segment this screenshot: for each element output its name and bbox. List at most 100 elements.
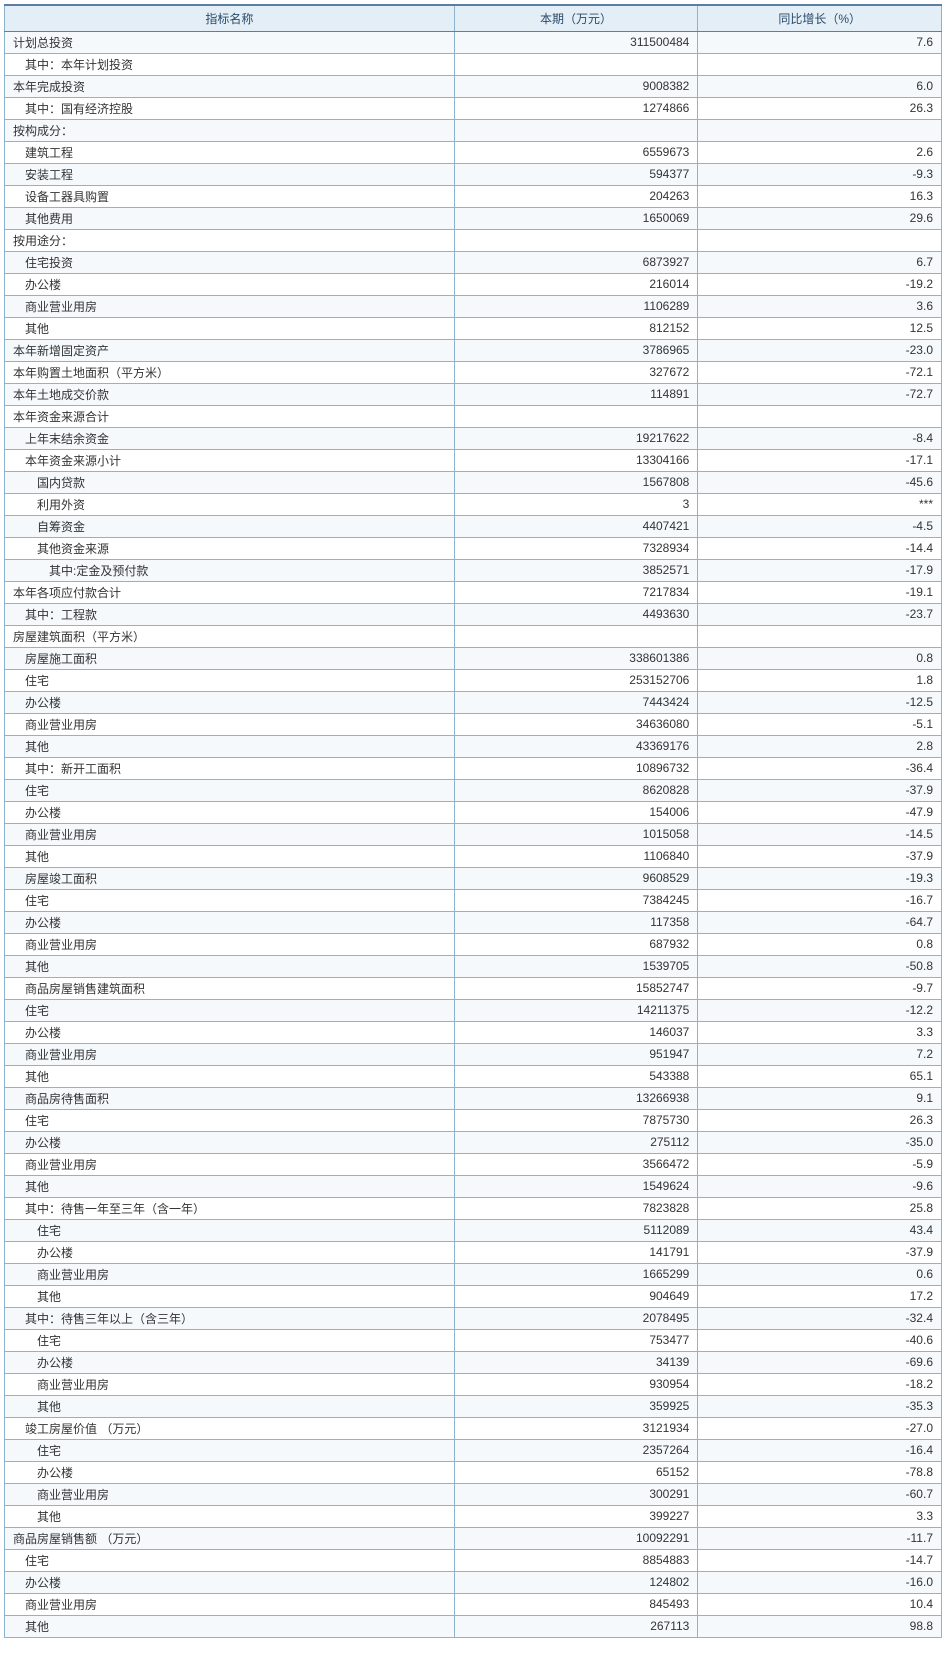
cell-yoy-growth: -35.3 — [698, 1395, 942, 1417]
table-row: 其中：国有经济控股127486626.3 — [5, 97, 942, 119]
cell-yoy-growth: -19.1 — [698, 581, 942, 603]
cell-yoy-growth: -4.5 — [698, 515, 942, 537]
table-row: 商业营业用房300291-60.7 — [5, 1483, 942, 1505]
table-row: 本年完成投资90083826.0 — [5, 75, 942, 97]
table-row: 办公楼141791-37.9 — [5, 1241, 942, 1263]
cell-indicator-name: 商业营业用房 — [5, 713, 455, 735]
cell-yoy-growth: 12.5 — [698, 317, 942, 339]
cell-indicator-name: 商业营业用房 — [5, 1263, 455, 1285]
table-row: 其他费用165006929.6 — [5, 207, 942, 229]
cell-yoy-growth: -32.4 — [698, 1307, 942, 1329]
cell-yoy-growth: -37.9 — [698, 1241, 942, 1263]
cell-period-value — [454, 405, 698, 427]
cell-yoy-growth: 26.3 — [698, 97, 942, 119]
cell-indicator-name: 商业营业用房 — [5, 1373, 455, 1395]
cell-period-value: 10896732 — [454, 757, 698, 779]
table-row: 按用途分： — [5, 229, 942, 251]
cell-period-value: 812152 — [454, 317, 698, 339]
cell-period-value: 3121934 — [454, 1417, 698, 1439]
cell-indicator-name: 住宅 — [5, 999, 455, 1021]
cell-indicator-name: 住宅 — [5, 889, 455, 911]
cell-yoy-growth: *** — [698, 493, 942, 515]
table-row: 住宅2357264-16.4 — [5, 1439, 942, 1461]
table-row: 办公楼275112-35.0 — [5, 1131, 942, 1153]
cell-indicator-name: 本年资金来源合计 — [5, 405, 455, 427]
cell-indicator-name: 住宅 — [5, 1109, 455, 1131]
cell-indicator-name: 其他 — [5, 1395, 455, 1417]
cell-period-value: 399227 — [454, 1505, 698, 1527]
cell-indicator-name: 住宅 — [5, 779, 455, 801]
cell-indicator-name: 其他 — [5, 955, 455, 977]
cell-indicator-name: 其中：工程款 — [5, 603, 455, 625]
cell-indicator-name: 办公楼 — [5, 801, 455, 823]
cell-indicator-name: 本年完成投资 — [5, 75, 455, 97]
cell-period-value: 117358 — [454, 911, 698, 933]
cell-indicator-name: 商业营业用房 — [5, 1593, 455, 1615]
investment-table: 指标名称 本期（万元） 同比增长（%） 计划总投资3115004847.6其中：… — [4, 4, 942, 1638]
table-row: 住宅753477-40.6 — [5, 1329, 942, 1351]
cell-period-value — [454, 119, 698, 141]
cell-yoy-growth: -16.0 — [698, 1571, 942, 1593]
cell-yoy-growth: 3.3 — [698, 1505, 942, 1527]
cell-indicator-name: 计划总投资 — [5, 31, 455, 53]
cell-yoy-growth: 65.1 — [698, 1065, 942, 1087]
cell-yoy-growth: 1.8 — [698, 669, 942, 691]
cell-indicator-name: 住宅 — [5, 669, 455, 691]
cell-yoy-growth: -14.4 — [698, 537, 942, 559]
cell-yoy-growth: 0.6 — [698, 1263, 942, 1285]
cell-indicator-name: 办公楼 — [5, 1131, 455, 1153]
cell-period-value: 300291 — [454, 1483, 698, 1505]
cell-indicator-name: 办公楼 — [5, 1461, 455, 1483]
cell-indicator-name: 房屋建筑面积（平方米） — [5, 625, 455, 647]
table-row: 本年资金来源小计13304166-17.1 — [5, 449, 942, 471]
cell-period-value: 8620828 — [454, 779, 698, 801]
table-row: 本年新增固定资产3786965-23.0 — [5, 339, 942, 361]
cell-indicator-name: 其中：新开工面积 — [5, 757, 455, 779]
cell-period-value: 1665299 — [454, 1263, 698, 1285]
table-row: 房屋施工面积3386013860.8 — [5, 647, 942, 669]
cell-indicator-name: 其中：待售一年至三年（含一年） — [5, 1197, 455, 1219]
cell-indicator-name: 商业营业用房 — [5, 823, 455, 845]
cell-indicator-name: 房屋竣工面积 — [5, 867, 455, 889]
cell-yoy-growth: -37.9 — [698, 845, 942, 867]
table-row: 设备工器具购置20426316.3 — [5, 185, 942, 207]
cell-period-value: 9008382 — [454, 75, 698, 97]
table-row: 办公楼65152-78.8 — [5, 1461, 942, 1483]
table-row: 住宅8854883-14.7 — [5, 1549, 942, 1571]
table-row: 商业营业用房9519477.2 — [5, 1043, 942, 1065]
cell-yoy-growth: -36.4 — [698, 757, 942, 779]
cell-indicator-name: 竣工房屋价值 （万元） — [5, 1417, 455, 1439]
cell-period-value: 3786965 — [454, 339, 698, 361]
cell-yoy-growth — [698, 625, 942, 647]
table-row: 商品房屋销售建筑面积15852747-9.7 — [5, 977, 942, 999]
table-row: 本年购置土地面积（平方米）327672-72.1 — [5, 361, 942, 383]
cell-period-value: 594377 — [454, 163, 698, 185]
table-row: 竣工房屋价值 （万元）3121934-27.0 — [5, 1417, 942, 1439]
cell-period-value: 114891 — [454, 383, 698, 405]
cell-yoy-growth: 3.6 — [698, 295, 942, 317]
cell-indicator-name: 办公楼 — [5, 1571, 455, 1593]
cell-indicator-name: 其他 — [5, 1505, 455, 1527]
cell-indicator-name: 上年末结余资金 — [5, 427, 455, 449]
cell-period-value: 10092291 — [454, 1527, 698, 1549]
cell-yoy-growth: 7.6 — [698, 31, 942, 53]
cell-period-value — [454, 625, 698, 647]
table-row: 商业营业用房3566472-5.9 — [5, 1153, 942, 1175]
table-row: 商业营业用房34636080-5.1 — [5, 713, 942, 735]
cell-yoy-growth: -60.7 — [698, 1483, 942, 1505]
cell-indicator-name: 其他 — [5, 845, 455, 867]
cell-period-value: 687932 — [454, 933, 698, 955]
cell-yoy-growth: -37.9 — [698, 779, 942, 801]
table-row: 其他1106840-37.9 — [5, 845, 942, 867]
table-row: 按构成分： — [5, 119, 942, 141]
table-row: 办公楼216014-19.2 — [5, 273, 942, 295]
table-row: 商业营业用房6879320.8 — [5, 933, 942, 955]
cell-yoy-growth: -11.7 — [698, 1527, 942, 1549]
table-row: 利用外资3*** — [5, 493, 942, 515]
table-row: 住宅14211375-12.2 — [5, 999, 942, 1021]
cell-yoy-growth — [698, 229, 942, 251]
cell-period-value: 4407421 — [454, 515, 698, 537]
cell-period-value: 124802 — [454, 1571, 698, 1593]
cell-indicator-name: 其中：待售三年以上（含三年） — [5, 1307, 455, 1329]
cell-period-value: 7328934 — [454, 537, 698, 559]
